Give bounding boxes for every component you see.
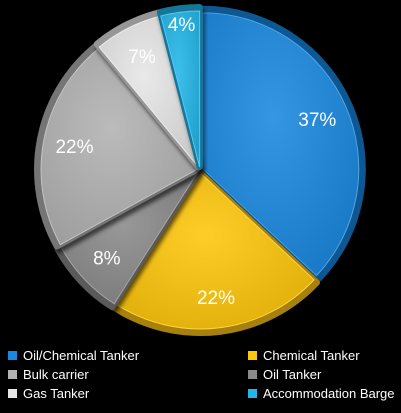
slice-label-oil-chemical-tanker: 37%: [298, 110, 336, 131]
pie-slice-oil-chemical-tanker: [202, 12, 360, 277]
legend-swatch: [248, 370, 257, 379]
pie-chart: 37% 22% 8% 22% 7% 4%: [34, 4, 366, 336]
legend-label: Chemical Tanker: [263, 348, 360, 363]
legend-swatch: [248, 389, 257, 398]
legend-item-chemical-tanker: Chemical Tanker: [248, 347, 401, 364]
legend-label: Oil Tanker: [263, 367, 322, 382]
legend-swatch: [8, 351, 17, 360]
legend-label: Gas Tanker: [23, 386, 90, 401]
slice-label-accommodation-barge: 4%: [168, 15, 196, 36]
legend-item-bulk-carrier: Bulk carrier: [8, 366, 248, 383]
legend-item-gas-tanker: Gas Tanker: [8, 385, 248, 402]
pie-slice-bulk-carrier: [40, 48, 198, 246]
pie-slice-chemical-tanker: [116, 172, 315, 330]
slice-label-bulk-carrier: 22%: [55, 137, 93, 158]
slice-label-oil-tanker: 8%: [93, 249, 121, 270]
legend-item-oil-chemical-tanker: Oil/Chemical Tanker: [8, 347, 248, 364]
legend-swatch: [248, 351, 257, 360]
legend-label: Bulk carrier: [23, 367, 89, 382]
slice-label-gas-tanker: 7%: [128, 47, 156, 68]
legend-item-oil-tanker: Oil Tanker: [248, 366, 401, 383]
legend-label: Accommodation Barge: [263, 386, 395, 401]
chart-legend: Oil/Chemical Tanker Chemical Tanker Bulk…: [8, 347, 401, 402]
slice-label-chemical-tanker: 22%: [197, 288, 235, 309]
legend-swatch: [8, 389, 17, 398]
pie-slice-accommodation-barge: [160, 10, 201, 168]
legend-label: Oil/Chemical Tanker: [23, 348, 140, 363]
legend-swatch: [8, 370, 17, 379]
legend-item-accommodation-barge: Accommodation Barge: [248, 385, 401, 402]
